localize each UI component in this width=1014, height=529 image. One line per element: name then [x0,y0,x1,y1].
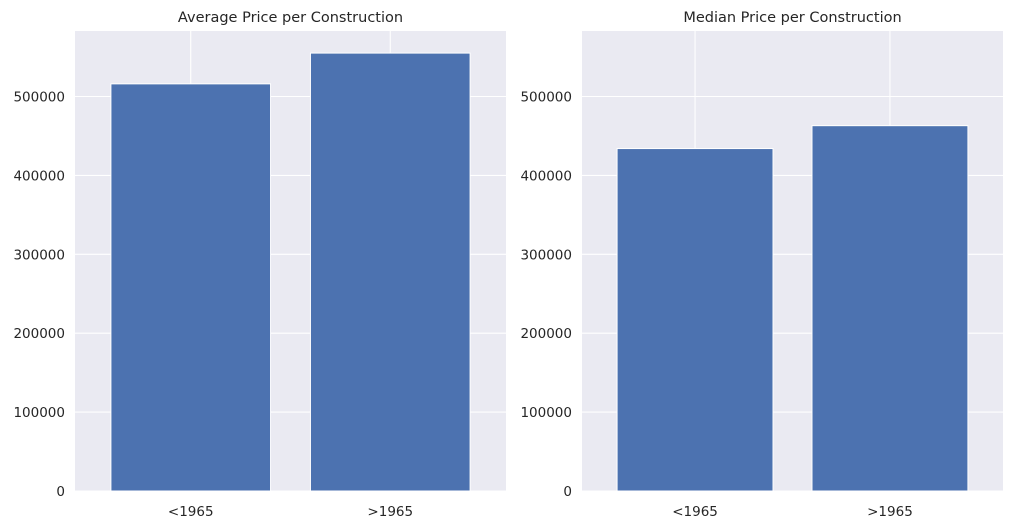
bars [616,125,969,492]
y-tick-label: 300000 [520,247,572,263]
y-tick-labels: 0 100000 200000 300000 400000 500000 [520,89,572,500]
x-tick-label: >1965 [867,504,913,520]
bars [110,52,471,492]
chart-title: Median Price per Construction [683,10,901,26]
y-tick-label: 500000 [520,89,572,105]
x-tick-label: >1965 [367,504,413,520]
chart-title: Average Price per Construction [178,10,403,26]
y-tick-label: 0 [56,484,65,500]
x-tick-labels: <1965 >1965 [168,504,413,520]
bar-before-1965 [616,148,774,492]
y-tick-label: 0 [563,484,572,500]
x-tick-label: <1965 [672,504,718,520]
y-tick-label: 100000 [520,405,572,421]
y-tick-labels: 0 100000 200000 300000 400000 500000 [13,89,65,500]
x-tick-labels: <1965 >1965 [672,504,913,520]
y-tick-label: 300000 [13,247,65,263]
y-tick-label: 500000 [13,89,65,105]
y-tick-label: 200000 [520,326,572,342]
bar-after-1965 [309,52,471,492]
bar-after-1965 [811,125,969,492]
chart-median-price: 0 100000 200000 300000 400000 500000 <1965 >19… [520,10,1003,520]
chart-average-price: 0 100000 200000 300000 400000 500000 <1965 >19… [13,10,506,520]
y-tick-label: 200000 [13,326,65,342]
x-tick-label: <1965 [168,504,214,520]
y-tick-label: 400000 [13,168,65,184]
y-tick-label: 400000 [520,168,572,184]
bar-before-1965 [110,83,272,492]
y-tick-label: 100000 [13,405,65,421]
